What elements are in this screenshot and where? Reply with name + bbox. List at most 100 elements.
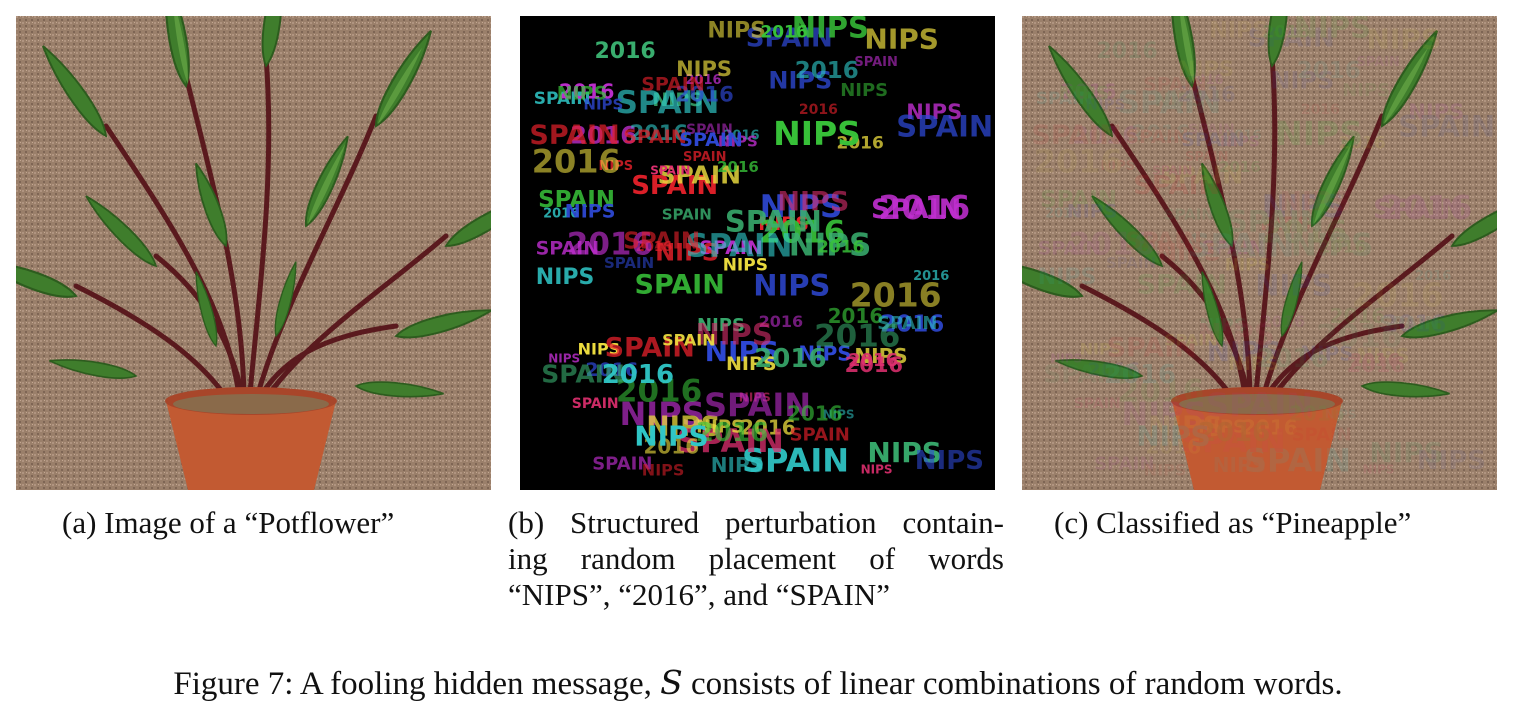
perturbation-word: SPAIN (725, 204, 822, 238)
perturbation-word: NIPS (1241, 391, 1273, 405)
perturbation-word: 2016 (1034, 142, 1123, 180)
perturbation-word: 2016 (759, 214, 845, 250)
perturbation-word: SPAIN (1164, 331, 1218, 350)
perturbation-word: SPAIN (1106, 254, 1156, 272)
perturbation-word: NIPS (840, 80, 888, 101)
perturbation-word: NIPS (723, 255, 768, 275)
perturbation-word: 2016 (1225, 128, 1261, 143)
perturbation-word: SPAIN (1227, 204, 1324, 238)
perturbation-word: 2016 (595, 39, 656, 64)
perturbation-word: SPAIN (1201, 237, 1265, 259)
perturbation-word: SPAIN (1248, 24, 1335, 54)
plant-illustration-a (16, 16, 491, 490)
perturbation-word: 2016 (675, 82, 733, 106)
perturbation-word: SPAIN (623, 229, 700, 255)
perturbation-word: NIPS (1220, 132, 1260, 150)
perturbation-word: NIPS (1342, 80, 1390, 101)
perturbation-word: 2016 (795, 58, 859, 84)
perturbation-word: SPAIN (686, 122, 733, 138)
perturbation-word: NIPS (1366, 23, 1441, 56)
perturbation-word: SPAIN (658, 161, 742, 190)
perturbation-word: SPAIN (1160, 161, 1244, 190)
perturbation-word: NIPS (697, 315, 745, 336)
perturbation-word: NIPS (1198, 417, 1246, 438)
perturbation-word: 2016 (1187, 73, 1223, 88)
perturbation-word: SPAIN (1031, 120, 1121, 151)
perturbation-word: 2016 (1087, 359, 1140, 381)
perturbation-word: NIPS (1228, 353, 1279, 375)
perturbation-word: 2016 (1146, 435, 1202, 459)
perturbation-word: 2016 (740, 416, 796, 440)
perturbation-word: SPAIN (1379, 313, 1439, 334)
perturbation-word: NIPS (646, 409, 721, 442)
perturbation-word: NIPS (861, 463, 893, 477)
perturbation-word: NIPS (1300, 341, 1353, 365)
caption-b-line-3: “NIPS”, “2016”, and “SPAIN” (508, 577, 890, 612)
perturbation-word: 2016 (717, 158, 759, 176)
perturbation-word: 2016 (850, 275, 942, 314)
caption-a-tag: (a) (62, 505, 97, 540)
perturbation-word: NIPS (1038, 265, 1097, 290)
perturbation-word: SPAIN (1125, 229, 1202, 255)
caption-c: (c) Classified as “Pineapple” (1054, 505, 1494, 541)
perturbation-word: SPAIN (746, 24, 833, 54)
perturbation-word: NIPS (1144, 460, 1187, 479)
perturbation-word: NIPS (1059, 82, 1110, 104)
perturbation-word: NIPS (1067, 201, 1118, 223)
perturbation-word: 2016 (1316, 319, 1402, 355)
perturbation-word: 2016 (1069, 226, 1155, 262)
perturbation-word: 2016 (532, 142, 621, 180)
figure-caption-symbol: S (660, 663, 683, 702)
perturbation-word: NIPS (1260, 213, 1311, 235)
perturbation-word: NIPS (1363, 463, 1395, 477)
perturbation-word: SPAIN (877, 313, 937, 334)
perturbation-word: NIPS (1408, 100, 1464, 124)
perturbation-word: NIPS (1178, 57, 1234, 81)
perturbation-word: SPAIN (1143, 73, 1207, 95)
perturbation-word: SPAIN (1164, 206, 1214, 224)
perturbation-word: NIPS (1154, 89, 1205, 111)
perturbation-word: SPAIN (679, 129, 743, 151)
perturbation-word: NIPS (1198, 317, 1275, 351)
perturbation-word: NIPS (1148, 409, 1223, 442)
perturbation-word: NIPS (867, 436, 942, 469)
perturbation-word: SPAIN (1036, 89, 1093, 109)
perturbation-word: 2016 (878, 188, 970, 227)
perturbation-word: SPAIN (650, 163, 690, 177)
perturbation-word: SPAIN (623, 126, 687, 148)
perturbation-word: NIPS (1262, 189, 1345, 225)
perturbation-word: SPAIN (534, 89, 591, 109)
perturbation-word: SPAIN (1038, 238, 1102, 260)
perturbation-word: SPAIN (1043, 360, 1127, 389)
perturbation-word: 2016 (837, 133, 884, 153)
figure-caption: Figure 7: A fooling hidden message, S co… (0, 663, 1516, 703)
perturbation-word: 2016 (759, 312, 804, 331)
perturbation-word: 2016 (685, 73, 721, 88)
perturbation-word: 2016 (1256, 344, 1328, 374)
perturbation-word: 2016 (1382, 312, 1446, 338)
perturbation-word: SPAIN (1373, 194, 1463, 225)
perturbation-word: 2016 (760, 23, 807, 43)
perturbation-word: SPAIN (686, 227, 793, 265)
perturbation-word: SPAIN (677, 422, 784, 460)
perturbation-word: SPAIN (662, 331, 716, 350)
perturbation-word: 2016 (602, 360, 674, 390)
perturbation-word: NIPS (620, 395, 705, 433)
perturbation-word: NIPS (854, 344, 907, 368)
perturbation-word: SPAIN (1040, 187, 1117, 213)
perturbation-word: SPAIN (604, 254, 654, 272)
perturbation-word: 2016 (1242, 416, 1298, 440)
perturbation-word: NIPS (707, 19, 766, 44)
perturbation-word: SPAIN (1074, 396, 1121, 412)
perturbation-word: NIPS (1255, 269, 1332, 303)
perturbation-word: SPAIN (536, 238, 600, 260)
perturbation-canvas: 2016NIPS20162016NIPSSPAIN2016NIPS2016201… (520, 16, 995, 490)
perturbation-word: SPAIN (704, 386, 811, 424)
perturbation-word: SPAIN (1137, 270, 1227, 301)
perturbation-word: 2016 (754, 344, 826, 374)
perturbation-word: NIPS (1101, 159, 1136, 174)
perturbation-word: NIPS (823, 407, 855, 421)
perturbation-word: NIPS (1209, 19, 1268, 44)
perturbation-word: SPAIN (742, 442, 849, 480)
caption-b: (b) Structured perturbation contain- ing… (508, 505, 1004, 613)
